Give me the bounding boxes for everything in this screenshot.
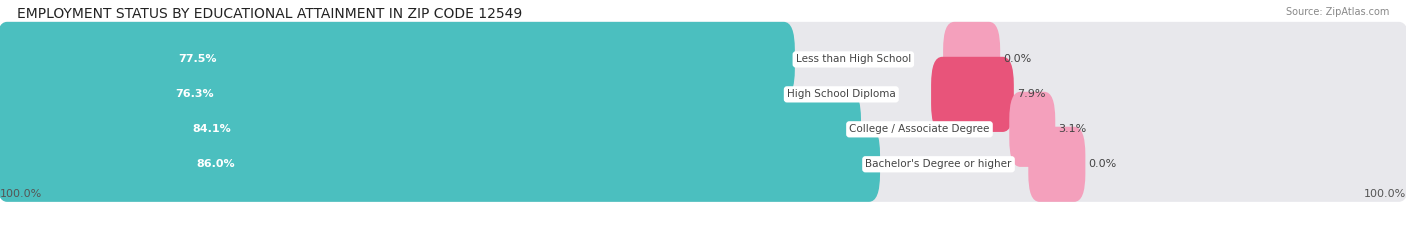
FancyBboxPatch shape bbox=[0, 127, 880, 202]
FancyBboxPatch shape bbox=[0, 57, 1406, 132]
FancyBboxPatch shape bbox=[0, 22, 794, 97]
Text: Less than High School: Less than High School bbox=[796, 55, 911, 64]
Text: 0.0%: 0.0% bbox=[1088, 159, 1116, 169]
Text: EMPLOYMENT STATUS BY EDUCATIONAL ATTAINMENT IN ZIP CODE 12549: EMPLOYMENT STATUS BY EDUCATIONAL ATTAINM… bbox=[17, 7, 522, 21]
Text: 3.1%: 3.1% bbox=[1059, 124, 1087, 134]
Text: 77.5%: 77.5% bbox=[179, 55, 217, 64]
FancyBboxPatch shape bbox=[1028, 127, 1085, 202]
Text: Source: ZipAtlas.com: Source: ZipAtlas.com bbox=[1285, 7, 1389, 17]
Text: Bachelor's Degree or higher: Bachelor's Degree or higher bbox=[865, 159, 1012, 169]
FancyBboxPatch shape bbox=[0, 127, 1406, 202]
FancyBboxPatch shape bbox=[0, 92, 860, 167]
Text: 86.0%: 86.0% bbox=[197, 159, 235, 169]
Text: 100.0%: 100.0% bbox=[1364, 189, 1406, 199]
Text: 0.0%: 0.0% bbox=[1002, 55, 1031, 64]
FancyBboxPatch shape bbox=[931, 57, 1014, 132]
Text: 100.0%: 100.0% bbox=[0, 189, 42, 199]
FancyBboxPatch shape bbox=[0, 57, 783, 132]
Text: 7.9%: 7.9% bbox=[1017, 89, 1045, 99]
Text: 76.3%: 76.3% bbox=[176, 89, 214, 99]
Text: 84.1%: 84.1% bbox=[193, 124, 231, 134]
FancyBboxPatch shape bbox=[0, 22, 1406, 97]
FancyBboxPatch shape bbox=[1010, 92, 1056, 167]
FancyBboxPatch shape bbox=[943, 22, 1000, 97]
Legend: In Labor Force, Unemployed: In Labor Force, Unemployed bbox=[598, 230, 808, 233]
Text: College / Associate Degree: College / Associate Degree bbox=[849, 124, 990, 134]
FancyBboxPatch shape bbox=[0, 92, 1406, 167]
Text: High School Diploma: High School Diploma bbox=[787, 89, 896, 99]
